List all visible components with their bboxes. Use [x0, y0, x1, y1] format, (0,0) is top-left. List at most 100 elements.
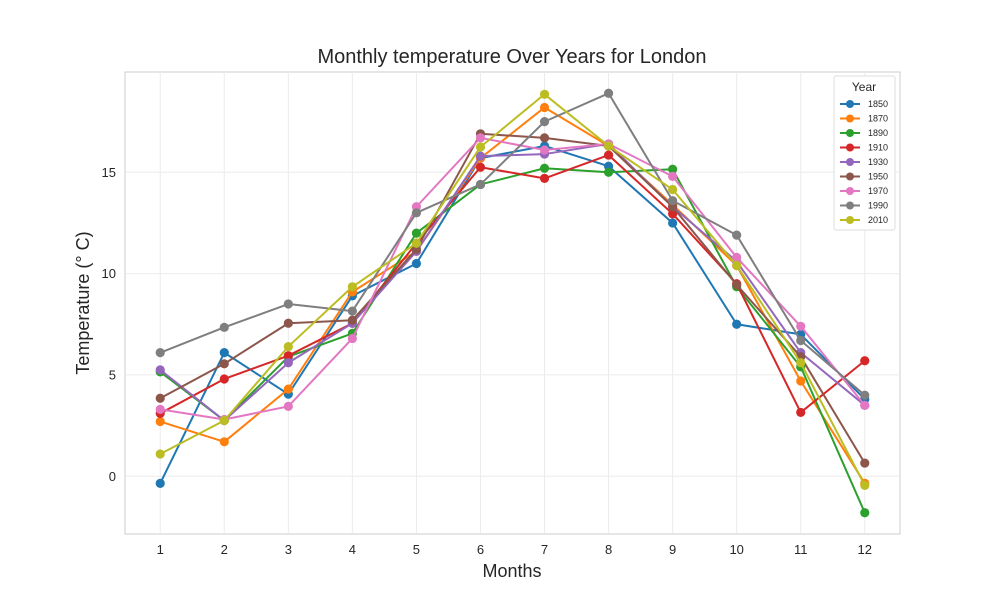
- series-1970: [155, 133, 870, 425]
- data-point: [860, 480, 870, 490]
- plot-area: [124, 71, 901, 535]
- x-tick-label: 10: [729, 542, 743, 557]
- data-point: [475, 179, 486, 190]
- data-point: [475, 133, 486, 143]
- data-point: [539, 133, 550, 143]
- data-point: [539, 173, 550, 183]
- legend-item: 1870: [840, 114, 888, 124]
- data-point: [283, 318, 293, 328]
- legend-items: 1850 1870 1890 1910 1930 1950 1970 1990 2010: [840, 99, 888, 225]
- data-point: [219, 374, 229, 384]
- data-point: [860, 390, 870, 400]
- legend-item: 1950: [840, 172, 888, 182]
- data-point: [155, 404, 165, 414]
- legend-dot-marker: [846, 158, 854, 166]
- series-line: [159, 167, 866, 514]
- data-point: [860, 508, 870, 518]
- legend-label: 1890: [868, 128, 888, 138]
- x-tick-label: 6: [477, 542, 484, 557]
- y-tick-label: 0: [109, 469, 116, 484]
- data-point: [732, 252, 742, 263]
- legend: Year 1850 1870 1890 1910 1930 1950 1970 1990 201…: [833, 75, 896, 231]
- series-line: [159, 92, 866, 396]
- data-point: [796, 321, 806, 331]
- y-tick-label: 15: [102, 165, 116, 180]
- series-1950: [155, 129, 870, 468]
- legend-item: 1850: [840, 99, 888, 109]
- x-tick-label: 12: [858, 542, 872, 557]
- legend-item: 2010: [840, 215, 888, 225]
- legend-dot-marker: [846, 129, 854, 137]
- series-layer: [155, 88, 870, 518]
- data-point: [283, 358, 293, 368]
- data-point: [347, 333, 357, 344]
- legend-title: Year: [852, 80, 876, 94]
- series-line: [159, 142, 866, 422]
- data-point: [475, 142, 486, 152]
- x-tick-label: 3: [285, 542, 292, 557]
- x-tick-label: 4: [349, 542, 356, 557]
- data-point: [860, 400, 870, 410]
- data-point: [155, 449, 165, 459]
- x-tick-label: 2: [221, 542, 228, 557]
- x-tick-label: 11: [794, 542, 808, 557]
- x-tick-label: 5: [413, 542, 420, 557]
- legend-item: 1970: [840, 186, 888, 196]
- data-point: [603, 167, 614, 177]
- x-tick-label: 1: [157, 542, 164, 557]
- legend-item: 1990: [840, 201, 888, 211]
- y-tick-label: 10: [102, 266, 116, 281]
- x-tick-label: 7: [541, 542, 548, 557]
- data-point: [283, 384, 293, 394]
- legend-item: 1930: [840, 157, 888, 167]
- data-point: [603, 88, 614, 98]
- legend-dot-marker: [846, 201, 854, 210]
- x-axis-label: Months: [482, 561, 541, 581]
- data-point: [155, 478, 165, 488]
- legend-label: 1970: [868, 186, 888, 196]
- legend-dot-marker: [846, 114, 854, 123]
- data-point: [539, 89, 550, 99]
- data-point: [668, 209, 678, 219]
- legend-label: 1910: [868, 143, 888, 153]
- legend-item: 1910: [840, 143, 888, 153]
- data-point: [603, 150, 614, 160]
- data-point: [283, 401, 293, 411]
- data-point: [860, 458, 870, 468]
- legend-label: 1930: [868, 157, 888, 167]
- series-line: [159, 93, 866, 486]
- series-line: [159, 132, 866, 464]
- data-point: [732, 280, 742, 290]
- data-point: [796, 358, 806, 368]
- data-point: [732, 260, 742, 271]
- data-point: [668, 171, 678, 181]
- data-point: [539, 163, 550, 173]
- data-point: [347, 315, 357, 325]
- data-point: [475, 151, 486, 161]
- legend-label: 1850: [868, 99, 888, 109]
- data-point: [155, 416, 165, 427]
- series-2010: [155, 89, 870, 490]
- data-point: [603, 141, 614, 151]
- data-point: [411, 258, 422, 269]
- data-point: [539, 145, 550, 155]
- data-point: [283, 351, 293, 361]
- data-point: [732, 230, 742, 240]
- data-point: [219, 322, 229, 332]
- data-point: [796, 407, 806, 418]
- chart-title: Monthly temperature Over Years for Londo…: [317, 46, 706, 68]
- legend-label: 1870: [868, 114, 888, 124]
- data-point: [539, 117, 550, 127]
- data-point: [283, 341, 293, 352]
- x-tick-label: 9: [669, 542, 676, 557]
- data-point: [219, 437, 229, 447]
- legend-dot-marker: [846, 172, 854, 181]
- data-point: [347, 306, 357, 316]
- data-point: [668, 184, 678, 195]
- legend-dot-marker: [846, 100, 854, 108]
- data-point: [219, 348, 229, 358]
- data-point: [860, 356, 870, 366]
- data-point: [732, 319, 742, 329]
